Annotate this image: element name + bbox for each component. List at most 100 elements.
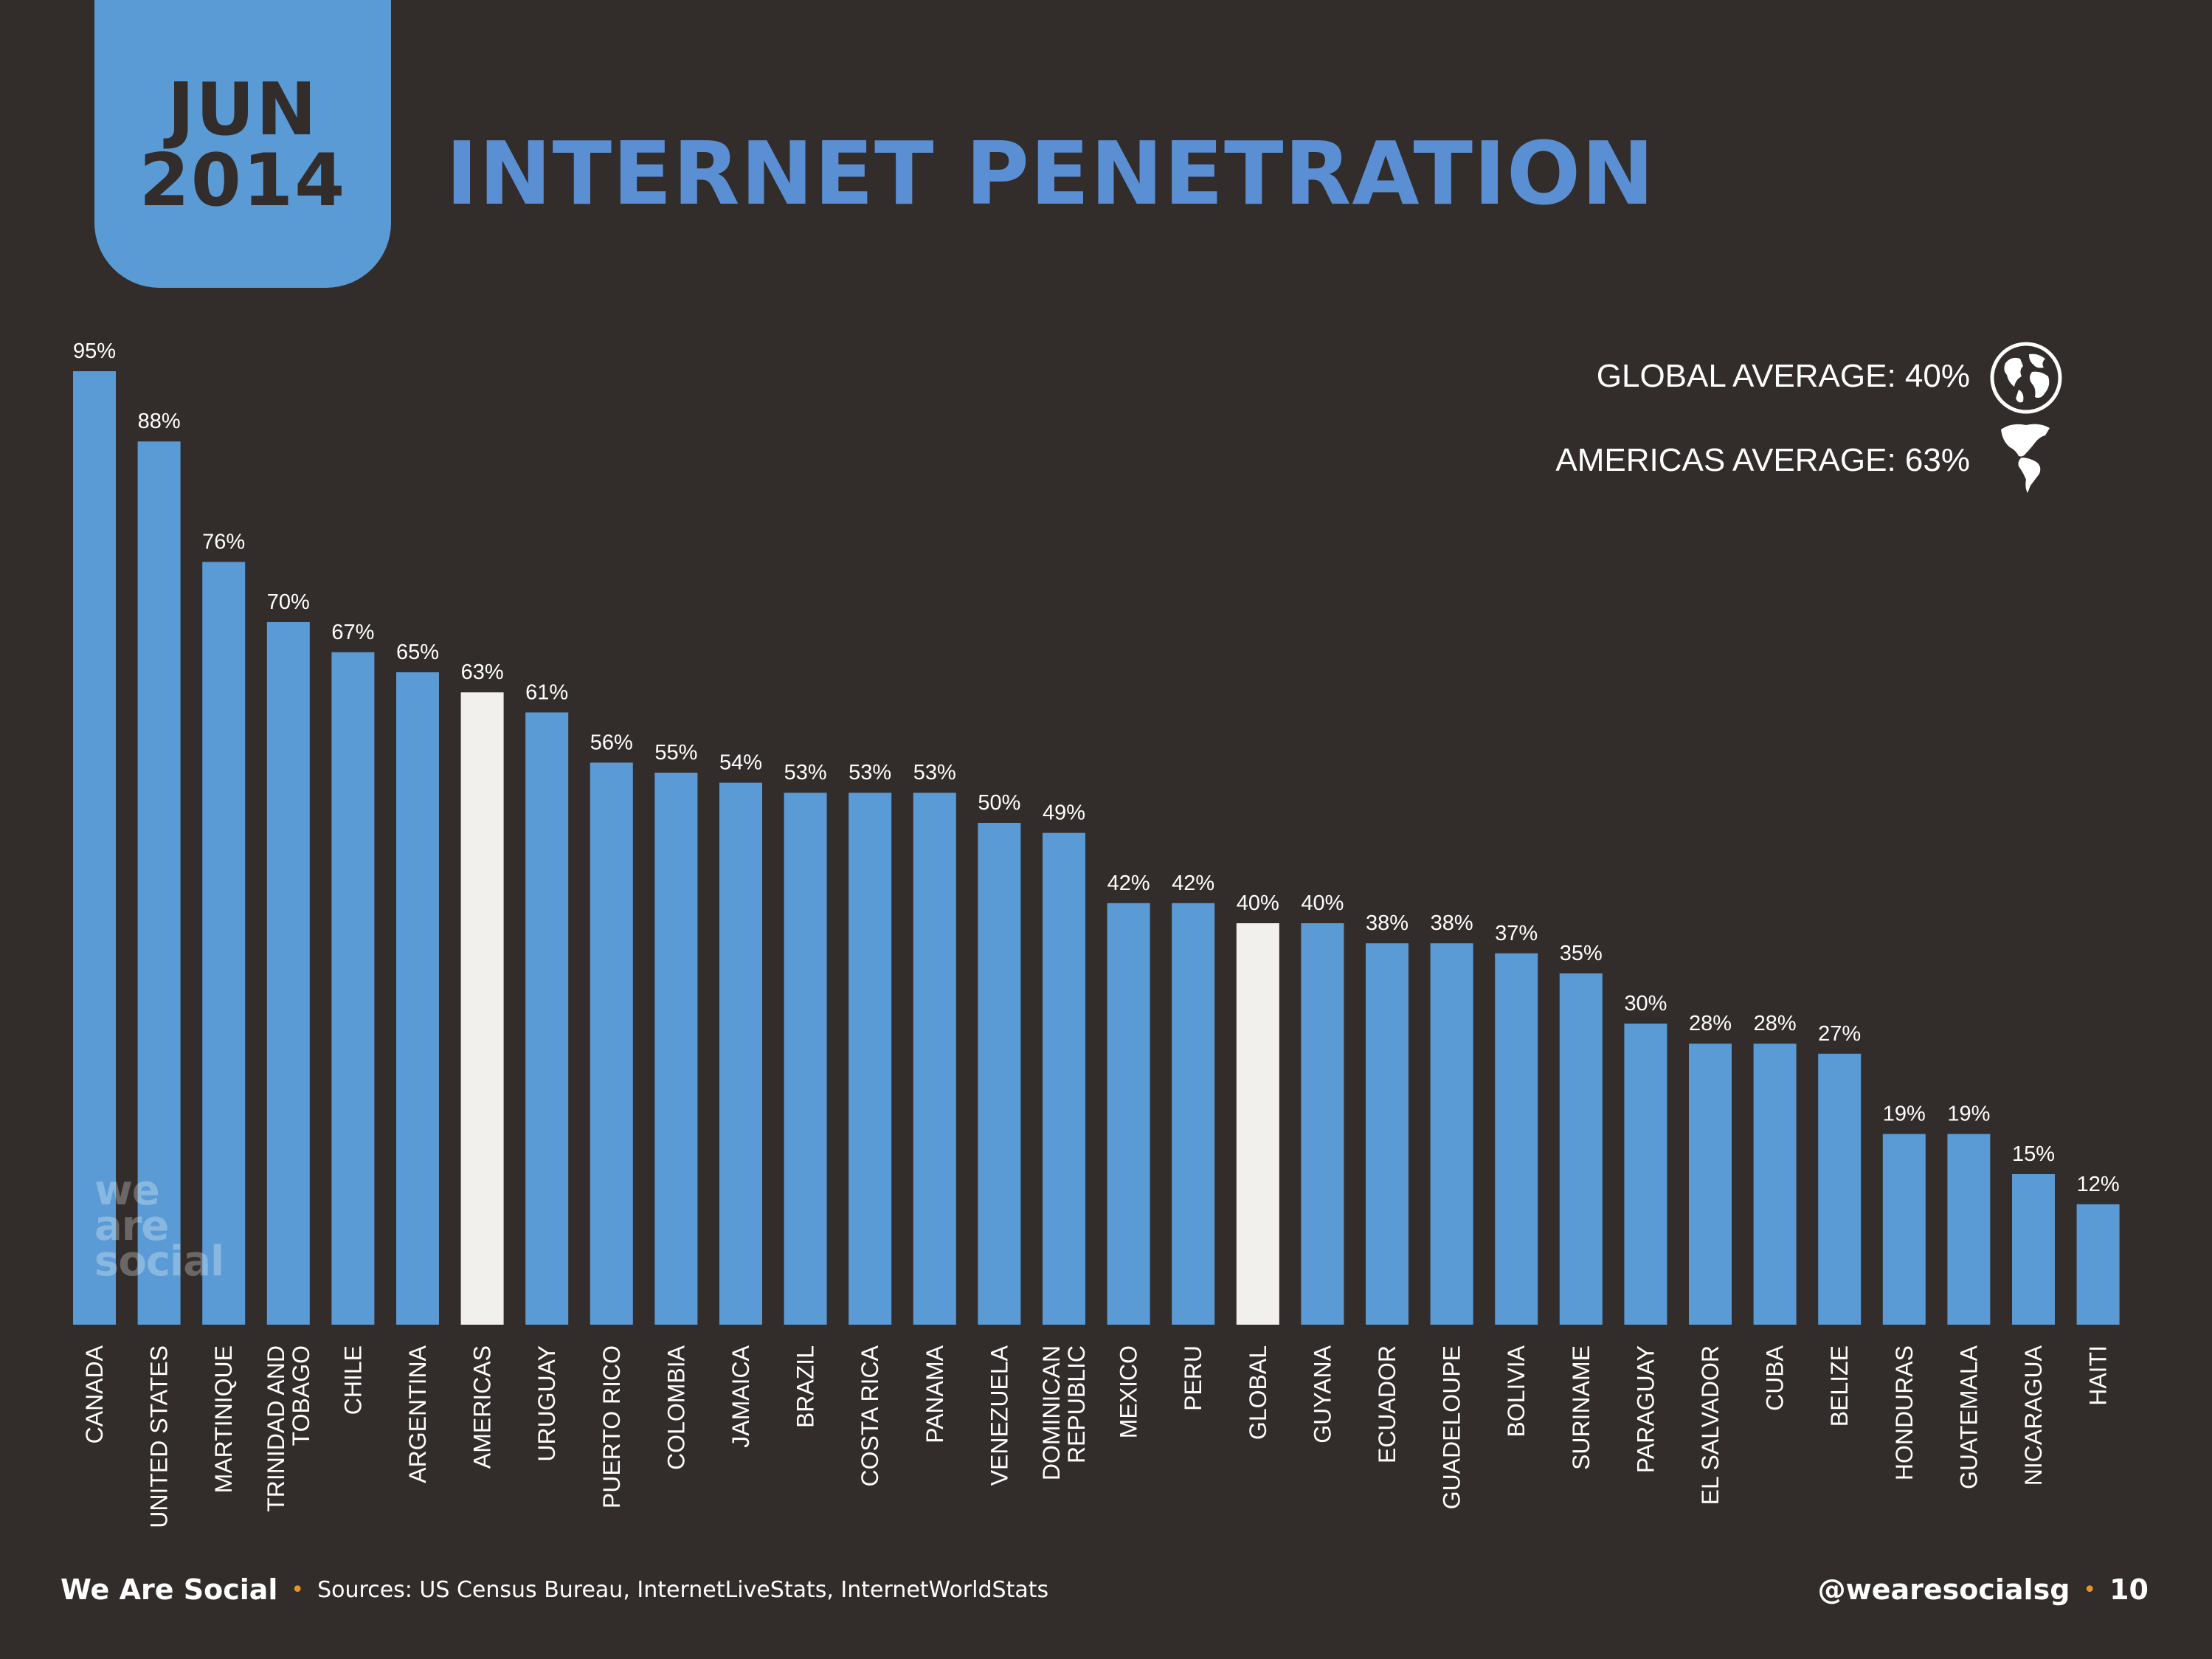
category-label: PUERTO RICO <box>598 1345 625 1508</box>
bar-jamaica <box>719 782 762 1325</box>
category-label: PANAMA <box>922 1345 948 1443</box>
data-label: 30% <box>1624 992 1667 1015</box>
category-label: URUGUAY <box>533 1345 560 1462</box>
bar-colombia <box>654 773 698 1325</box>
category-label: SURINAME <box>1568 1345 1594 1470</box>
footer-left: We Are Social • Sources: US Census Burea… <box>61 1569 1048 1610</box>
data-label: 67% <box>331 621 374 644</box>
category-label: GUADELOUPE <box>1439 1345 1465 1509</box>
global-average-label: GLOBAL AVERAGE: 40% <box>1596 358 1970 394</box>
date-badge: JUN 2014 <box>94 0 391 288</box>
category-label: ECUADOR <box>1374 1345 1400 1463</box>
category-label: MARTINIQUE <box>210 1345 237 1493</box>
bar-cuba <box>1753 1044 1797 1325</box>
category-label: UNITED STATES <box>146 1345 173 1528</box>
category-label: HONDURAS <box>1891 1345 1918 1480</box>
bar-ecuador <box>1366 943 1409 1325</box>
separator-dot: • <box>2083 1576 2097 1603</box>
category-label: COLOMBIA <box>663 1345 689 1470</box>
data-label: 53% <box>913 761 956 784</box>
globe-icon <box>1990 342 2062 414</box>
category-label: MEXICO <box>1116 1345 1142 1438</box>
separator-dot: • <box>291 1576 305 1603</box>
data-label: 37% <box>1495 922 1538 945</box>
bar-guadeloupe <box>1430 943 1473 1325</box>
bar-mexico <box>1107 903 1150 1325</box>
data-label: 56% <box>590 731 633 754</box>
bar-el-salvador <box>1689 1044 1732 1325</box>
bar-bolivia <box>1495 953 1538 1325</box>
category-label: ARGENTINA <box>404 1345 431 1483</box>
data-label: 12% <box>2077 1173 2120 1196</box>
bar-argentina <box>396 672 439 1325</box>
bar-puerto-rico <box>590 762 633 1325</box>
data-label: 38% <box>1431 911 1473 935</box>
bar-guyana <box>1301 923 1344 1325</box>
bar-peru <box>1172 903 1215 1325</box>
bar-costa-rica <box>848 793 892 1325</box>
data-label: 42% <box>1107 872 1150 895</box>
category-label: NICARAGUA <box>2020 1345 2047 1486</box>
data-label: 95% <box>73 339 116 363</box>
category-label: CUBA <box>1762 1345 1788 1411</box>
category-label: CANADA <box>81 1345 108 1444</box>
bar-dominican-republic <box>1043 832 1085 1325</box>
data-label: 53% <box>848 761 891 784</box>
data-label: 54% <box>719 751 762 775</box>
data-label: 35% <box>1560 942 1603 965</box>
bar-chile <box>331 652 375 1325</box>
page-title: INTERNET PENETRATION <box>446 123 1655 224</box>
category-label: DOMINICANREPUBLIC <box>1038 1345 1090 1480</box>
data-label: 53% <box>784 761 827 784</box>
category-label: GUYANA <box>1309 1345 1335 1443</box>
bar-united-states <box>137 441 181 1325</box>
data-label: 40% <box>1301 891 1344 915</box>
category-label: PARAGUAY <box>1632 1345 1659 1473</box>
sources-text: Sources: US Census Bureau, InternetLiveS… <box>317 1576 1049 1603</box>
bar-nicaragua <box>2012 1174 2055 1325</box>
data-label: 49% <box>1043 801 1085 825</box>
data-label: 40% <box>1237 891 1279 915</box>
bar-uruguay <box>525 712 569 1325</box>
date-month: JUN <box>167 68 319 152</box>
bar-panama <box>913 793 956 1325</box>
data-label: 88% <box>138 410 181 433</box>
category-label: BRAZIL <box>792 1345 819 1428</box>
category-label: BELIZE <box>1826 1345 1853 1427</box>
category-label: HAITI <box>2085 1345 2112 1406</box>
category-label: CHILE <box>339 1345 366 1415</box>
data-label: 38% <box>1366 911 1409 935</box>
page-number: 10 <box>2109 1573 2149 1606</box>
americas-map-icon <box>2001 424 2050 493</box>
bar-guatemala <box>1947 1134 1991 1325</box>
data-label: 63% <box>461 661 504 684</box>
data-label: 61% <box>525 680 568 704</box>
data-label: 42% <box>1172 872 1214 895</box>
social-handle: @wearesocialsg <box>1817 1573 2070 1606</box>
bar-paraguay <box>1624 1024 1667 1325</box>
bar-canada <box>73 371 116 1325</box>
category-label: COSTA RICA <box>857 1345 883 1486</box>
data-label: 65% <box>396 641 439 664</box>
bar-brazil <box>784 793 827 1325</box>
bar-haiti <box>2076 1204 2120 1325</box>
bar-trinidad-and-tobago <box>266 622 310 1325</box>
category-label: JAMAICA <box>727 1345 754 1447</box>
data-label: 55% <box>654 741 697 765</box>
bar-venezuela <box>978 823 1021 1325</box>
category-label: GUATEMALA <box>1955 1345 1982 1489</box>
category-label: EL SALVADOR <box>1697 1345 1724 1505</box>
bar-martinique <box>202 562 246 1325</box>
brand-name: We Are Social <box>61 1573 278 1606</box>
data-label: 19% <box>1883 1103 1926 1126</box>
category-label: GLOBAL <box>1245 1345 1271 1440</box>
data-label: 50% <box>978 791 1020 815</box>
bar-belize <box>1818 1053 1862 1325</box>
category-label: BOLIVIA <box>1503 1345 1530 1437</box>
category-label: TRINIDAD ANDTOBAGO <box>263 1345 314 1512</box>
bar-global <box>1236 923 1279 1325</box>
data-label: 28% <box>1754 1012 1797 1035</box>
data-label: 15% <box>2012 1142 2055 1166</box>
data-label: 28% <box>1689 1012 1732 1035</box>
